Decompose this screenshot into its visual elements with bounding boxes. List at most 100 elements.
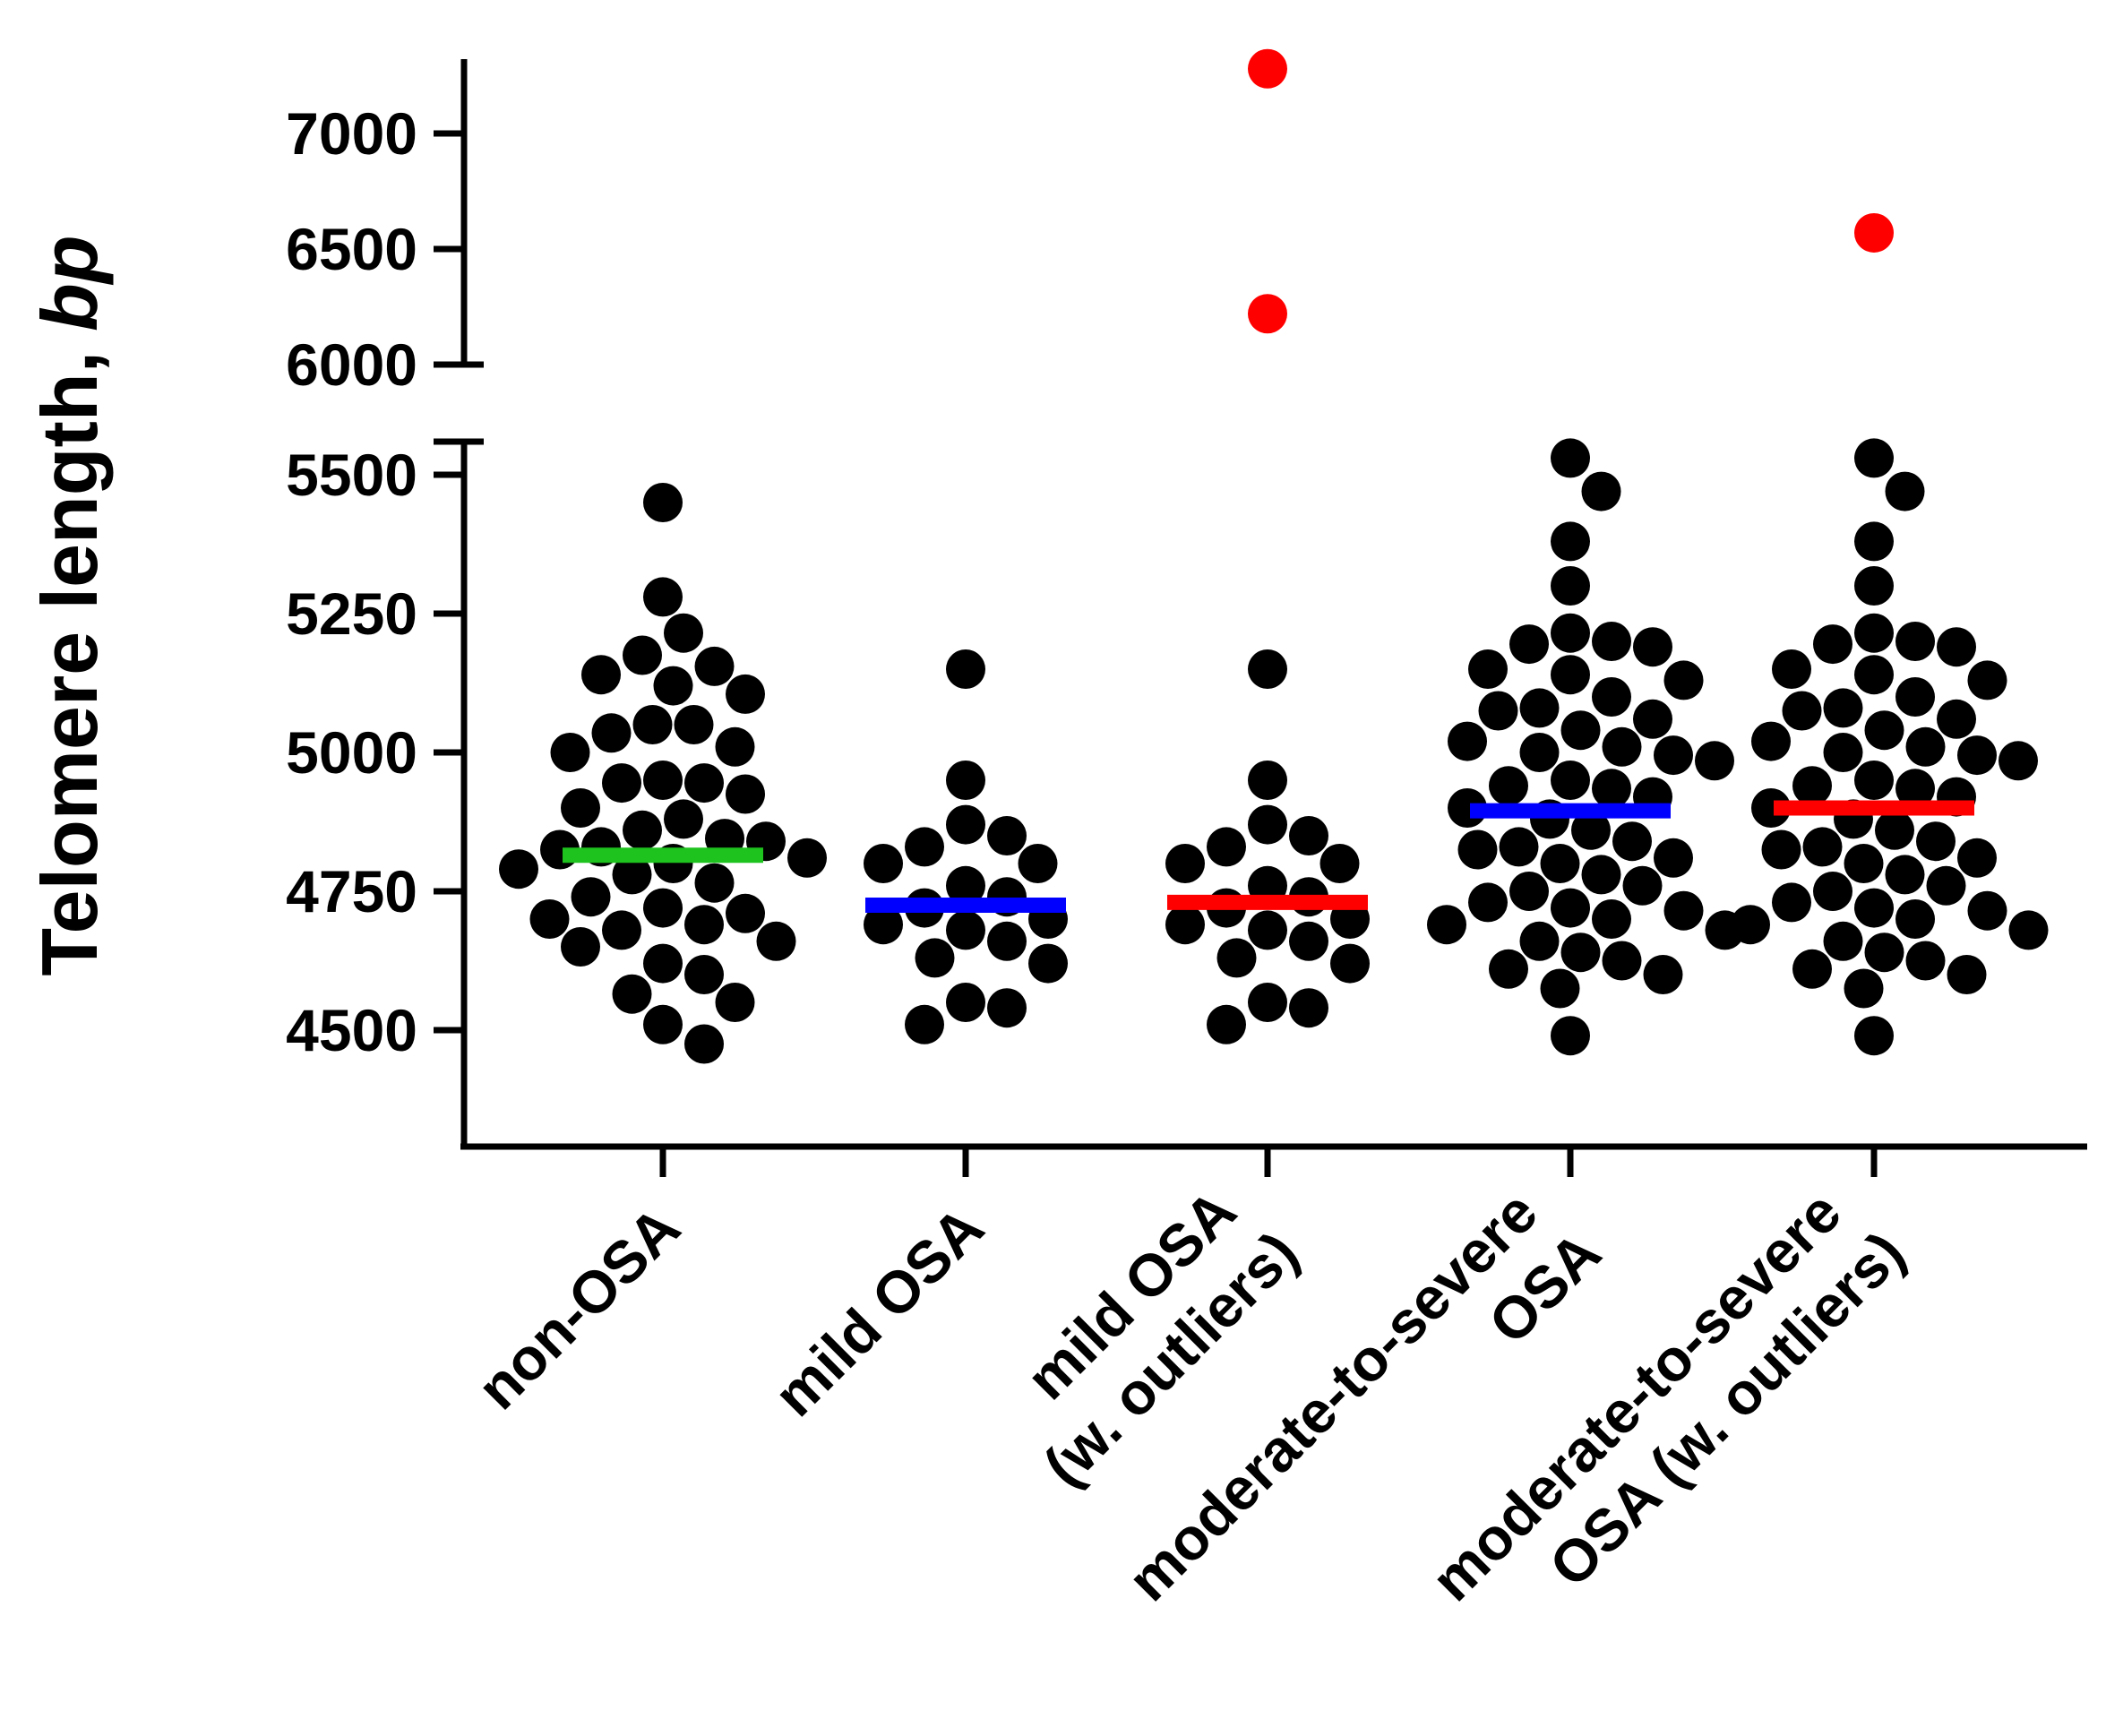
data-point bbox=[602, 763, 641, 804]
data-point bbox=[726, 674, 765, 714]
data-point bbox=[1937, 699, 1976, 739]
data-point bbox=[1854, 613, 1894, 653]
data-point bbox=[946, 983, 985, 1022]
data-point bbox=[946, 910, 985, 950]
x-category-label-0-line-1: non-OSA bbox=[464, 1194, 692, 1422]
data-point bbox=[1864, 710, 1904, 751]
data-point bbox=[726, 893, 765, 933]
data-point bbox=[1612, 821, 1652, 862]
data-point bbox=[1551, 521, 1590, 562]
data-point bbox=[1895, 677, 1935, 717]
data-point bbox=[1731, 905, 1770, 945]
data-point bbox=[1854, 521, 1894, 562]
data-point bbox=[1207, 827, 1246, 867]
data-point bbox=[1468, 882, 1508, 923]
data-point bbox=[550, 733, 590, 772]
data-point bbox=[561, 788, 600, 828]
data-point bbox=[581, 655, 621, 695]
data-point bbox=[1489, 766, 1528, 806]
data-point bbox=[1551, 613, 1590, 653]
data-point bbox=[905, 1004, 944, 1044]
data-point bbox=[632, 705, 673, 744]
data-point bbox=[684, 1024, 724, 1064]
data-point bbox=[1813, 872, 1852, 911]
data-point bbox=[1468, 649, 1508, 689]
data-point bbox=[529, 899, 570, 939]
y-axis-unit: bp bbox=[25, 235, 114, 331]
data-point bbox=[1885, 471, 1925, 511]
data-point bbox=[1551, 566, 1590, 606]
data-point bbox=[1248, 804, 1287, 845]
y-ticks-upper: 7000 6500 6000 bbox=[286, 100, 484, 398]
x-ticks bbox=[659, 1147, 1878, 1177]
data-point bbox=[1592, 769, 1631, 809]
data-point bbox=[1854, 888, 1894, 928]
data-point bbox=[1602, 941, 1642, 981]
data-point bbox=[1695, 741, 1734, 781]
data-point bbox=[1633, 699, 1672, 739]
data-point bbox=[674, 705, 714, 744]
data-point bbox=[1551, 888, 1590, 928]
data-point bbox=[946, 865, 985, 906]
y-tick-label-5500: 5500 bbox=[286, 442, 417, 508]
data-point bbox=[664, 799, 703, 839]
data-point bbox=[1957, 838, 1997, 878]
data-point bbox=[643, 943, 683, 984]
data-point bbox=[715, 726, 755, 767]
mean-lines bbox=[563, 800, 1974, 913]
data-point bbox=[905, 827, 944, 867]
data-point bbox=[2008, 910, 2049, 950]
data-point bbox=[1248, 649, 1287, 689]
data-point bbox=[987, 988, 1027, 1028]
data-point bbox=[1165, 844, 1205, 883]
data-point bbox=[1551, 438, 1590, 478]
x-category-labels: non-OSA mild OSA mild OSA (w. outliers) … bbox=[464, 1178, 1917, 1613]
data-point bbox=[623, 810, 662, 850]
y-axis-title: Telomere length, bp bbox=[25, 235, 114, 975]
data-point bbox=[787, 838, 827, 878]
data-point bbox=[1216, 938, 1257, 978]
data-point bbox=[1885, 855, 1925, 895]
data-point bbox=[946, 804, 985, 845]
data-point bbox=[1165, 905, 1205, 945]
data-point bbox=[1905, 941, 1946, 981]
data-point bbox=[1622, 865, 1663, 906]
data-point bbox=[684, 763, 724, 804]
x-category-label-1: mild OSA bbox=[761, 1194, 996, 1429]
data-point bbox=[1540, 844, 1580, 883]
data-point bbox=[1581, 855, 1621, 895]
data-point bbox=[1663, 890, 1704, 931]
data-point bbox=[1519, 921, 1560, 961]
data-point bbox=[1937, 627, 1976, 667]
data-point bbox=[1792, 949, 1832, 989]
data-point bbox=[1551, 761, 1590, 800]
data-point bbox=[1999, 741, 2038, 781]
data-point bbox=[643, 761, 683, 800]
data-point bbox=[1854, 566, 1894, 606]
data-point bbox=[1457, 829, 1498, 870]
data-point bbox=[1654, 735, 1693, 776]
data-point bbox=[1519, 733, 1560, 772]
data-point bbox=[1581, 471, 1621, 511]
data-point bbox=[1560, 932, 1601, 973]
data-point bbox=[643, 577, 683, 617]
data-point bbox=[664, 613, 703, 653]
data-point bbox=[1248, 761, 1287, 800]
data-points bbox=[499, 48, 2049, 1064]
data-point bbox=[715, 983, 755, 1022]
data-point bbox=[602, 910, 641, 950]
y-tick-label-4500: 4500 bbox=[286, 997, 417, 1063]
data-point bbox=[643, 1004, 683, 1044]
y-tick-label-7000: 7000 bbox=[286, 100, 417, 167]
outlier-point bbox=[1854, 212, 1894, 253]
data-point bbox=[1926, 865, 1966, 906]
data-point bbox=[1782, 691, 1822, 731]
data-point bbox=[1509, 872, 1549, 911]
data-point bbox=[915, 938, 955, 978]
x-category-label-0: non-OSA bbox=[464, 1194, 692, 1422]
data-point bbox=[726, 774, 765, 814]
data-point bbox=[1772, 882, 1811, 923]
data-point bbox=[1592, 899, 1631, 939]
data-point bbox=[623, 635, 662, 675]
